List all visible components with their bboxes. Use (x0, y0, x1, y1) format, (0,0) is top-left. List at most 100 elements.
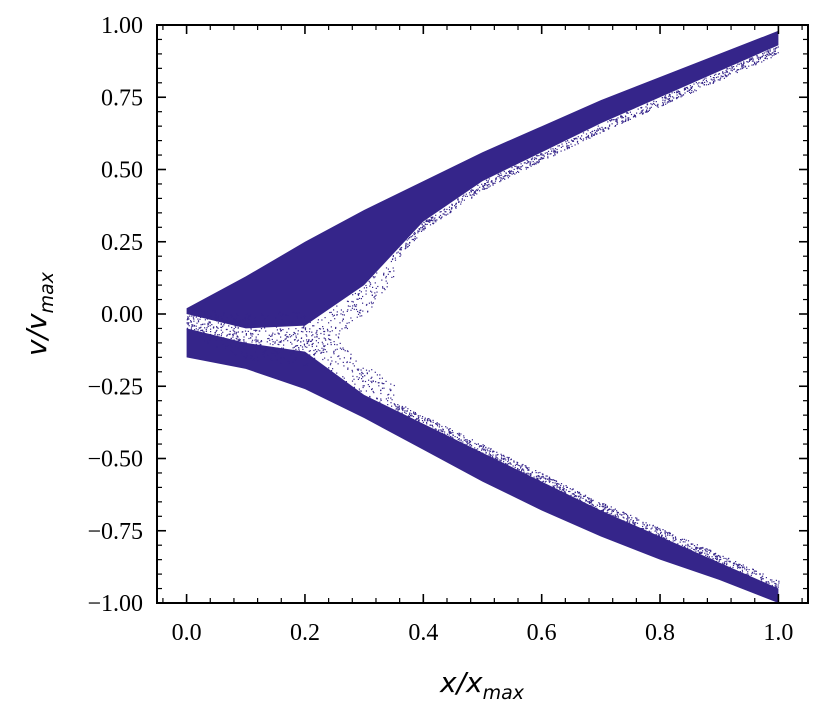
scatter-point (702, 547, 704, 549)
scatter-point (514, 464, 517, 466)
scatter-point (297, 339, 299, 341)
scatter-point (261, 314, 263, 316)
scatter-point (354, 305, 356, 307)
scatter-point (613, 509, 615, 511)
scatter-point (450, 432, 453, 434)
scatter-point (655, 527, 657, 529)
y-tick-label: 0.25 (101, 230, 143, 256)
scatter-point (259, 343, 261, 345)
scatter-point (222, 343, 224, 345)
scatter-point (398, 406, 400, 408)
scatter-point (713, 554, 715, 556)
scatter-point (444, 211, 446, 213)
scatter-point (358, 311, 360, 313)
scatter-point (373, 296, 375, 298)
scatter-point (456, 433, 459, 435)
scatter-point (592, 505, 594, 507)
scatter-point (728, 557, 730, 559)
scatter-point (576, 140, 579, 142)
scatter-point (400, 249, 402, 251)
scatter-point (237, 340, 239, 342)
scatter-point (753, 61, 756, 63)
scatter-point (695, 90, 697, 92)
scatter-point (388, 271, 390, 273)
scatter-point (526, 166, 528, 169)
scatter-point (760, 56, 762, 58)
scatter-point (206, 311, 208, 313)
scatter-point (681, 544, 683, 546)
scatter-point (525, 168, 527, 170)
scatter-point (374, 295, 376, 297)
scatter-point (378, 385, 380, 387)
scatter-point (189, 315, 191, 317)
scatter-point (503, 461, 505, 463)
scatter-point (500, 177, 502, 179)
scatter-point (584, 494, 587, 496)
scatter-point (359, 312, 361, 314)
scatter-point (624, 115, 627, 117)
scatter-point (272, 332, 274, 334)
scatter-point (613, 119, 615, 121)
scatter-point (324, 357, 326, 359)
scatter-point (600, 129, 602, 131)
scatter-point (304, 346, 306, 348)
scatter-point (721, 76, 723, 78)
scatter-point (459, 439, 461, 441)
scatter-point (203, 331, 205, 333)
scatter-point (230, 337, 232, 339)
scatter-point (482, 444, 484, 446)
scatter-point (346, 310, 348, 312)
scatter-point (379, 374, 381, 376)
scatter-point (589, 498, 591, 500)
scatter-point (615, 120, 617, 122)
scatter-point (251, 322, 253, 324)
scatter-point (555, 480, 557, 482)
scatter-point (516, 463, 518, 465)
scatter-point (438, 430, 440, 432)
scatter-point (492, 183, 494, 185)
scatter-point (245, 313, 247, 315)
scatter-point (725, 70, 727, 72)
scatter-point (250, 332, 252, 334)
scatter-point (255, 330, 257, 332)
scatter-point (610, 506, 612, 508)
scatter-point (291, 321, 293, 323)
scatter-point (220, 326, 222, 328)
scatter-point (292, 311, 295, 313)
scatter-point (690, 92, 692, 94)
scatter-point (566, 148, 569, 150)
scatter-point (704, 548, 706, 551)
scatter-point (193, 320, 195, 322)
scatter-point (391, 276, 393, 278)
scatter-point (431, 220, 433, 222)
scatter-point (283, 324, 285, 326)
scatter-point (289, 336, 291, 338)
scatter-point (531, 164, 533, 166)
scatter-point (560, 484, 562, 486)
scatter-point (638, 519, 640, 521)
scatter-point (726, 559, 728, 561)
scatter-point (475, 448, 477, 451)
scatter-point (642, 525, 644, 528)
scatter-point (543, 155, 545, 157)
scatter-point (698, 82, 700, 84)
scatter-point (362, 376, 364, 378)
scatter-point (601, 505, 603, 507)
scatter-point (235, 337, 237, 339)
scatter-point (574, 495, 576, 497)
scatter-point (628, 117, 630, 119)
scatter-point (587, 497, 589, 499)
scatter-point (371, 291, 373, 293)
scatter-point (430, 421, 432, 423)
scatter-point (441, 425, 443, 428)
scatter-point (634, 523, 636, 525)
scatter-point (365, 369, 368, 371)
scatter-point (239, 339, 241, 341)
scatter-point (758, 56, 760, 58)
scatter-point (233, 318, 235, 320)
scatter-point (337, 355, 339, 358)
scatter-point (584, 502, 586, 504)
scatter-point (734, 563, 736, 565)
scatter-point (350, 317, 352, 319)
scatter-point (491, 181, 493, 183)
